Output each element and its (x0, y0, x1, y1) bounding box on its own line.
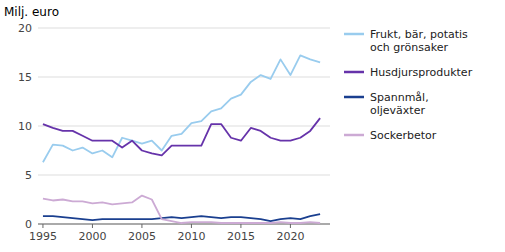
grid-line (38, 175, 330, 176)
legend-swatch (344, 33, 364, 36)
y-tick-label: 20 (18, 22, 32, 35)
grid-line (38, 126, 330, 127)
series-line (43, 196, 320, 223)
x-tick (191, 224, 192, 228)
grid-line (38, 77, 330, 78)
x-tick (141, 224, 142, 228)
x-tick (240, 224, 241, 228)
legend-label-line: Frukt, bär, potatis (370, 28, 468, 41)
x-tick-label: 2020 (276, 230, 304, 243)
legend-label: Frukt, bär, potatisoch grönsaker (370, 28, 468, 54)
x-tick (42, 224, 43, 228)
legend-label: Husdjursprodukter (370, 66, 473, 79)
legend-label-line: och grönsaker (370, 41, 448, 54)
y-tick-label: 10 (18, 120, 32, 133)
legend-swatch (344, 96, 364, 99)
y-axis-label: Milj. euro (4, 5, 59, 19)
grid-line (38, 28, 330, 29)
x-tick-label: 2010 (177, 230, 205, 243)
series-line (43, 214, 320, 221)
y-tick-label: 5 (25, 169, 32, 182)
x-tick-label: 2005 (128, 230, 156, 243)
series-lines (43, 55, 320, 223)
legend-label: Sockerbetor (370, 129, 437, 142)
y-grid: 05101520 (18, 22, 330, 231)
x-axis: 1995 2000 2005 2010 2015 2020 (29, 224, 304, 243)
legend-label-line: Husdjursprodukter (370, 66, 473, 79)
legend-label-line: Spannmål, (370, 91, 429, 104)
legend-swatch (344, 134, 364, 137)
legend-swatch (344, 71, 364, 74)
series-line (43, 118, 320, 155)
x-tick-label: 2000 (78, 230, 106, 243)
y-tick-label: 15 (18, 71, 32, 84)
x-tick (290, 224, 291, 228)
x-tick (92, 224, 93, 228)
x-tick-label: 1995 (29, 230, 57, 243)
legend-label: Spannmål,oljeväxter (370, 91, 429, 117)
legend-label-line: Sockerbetor (370, 129, 437, 142)
chart: 05101520199520002005201020152020Milj. eu… (0, 0, 505, 252)
legend-label-line: oljeväxter (370, 104, 425, 117)
x-tick-label: 2015 (227, 230, 255, 243)
legend: Frukt, bär, potatisoch grönsaker Husdjurs… (344, 28, 473, 142)
series-line (43, 55, 320, 162)
